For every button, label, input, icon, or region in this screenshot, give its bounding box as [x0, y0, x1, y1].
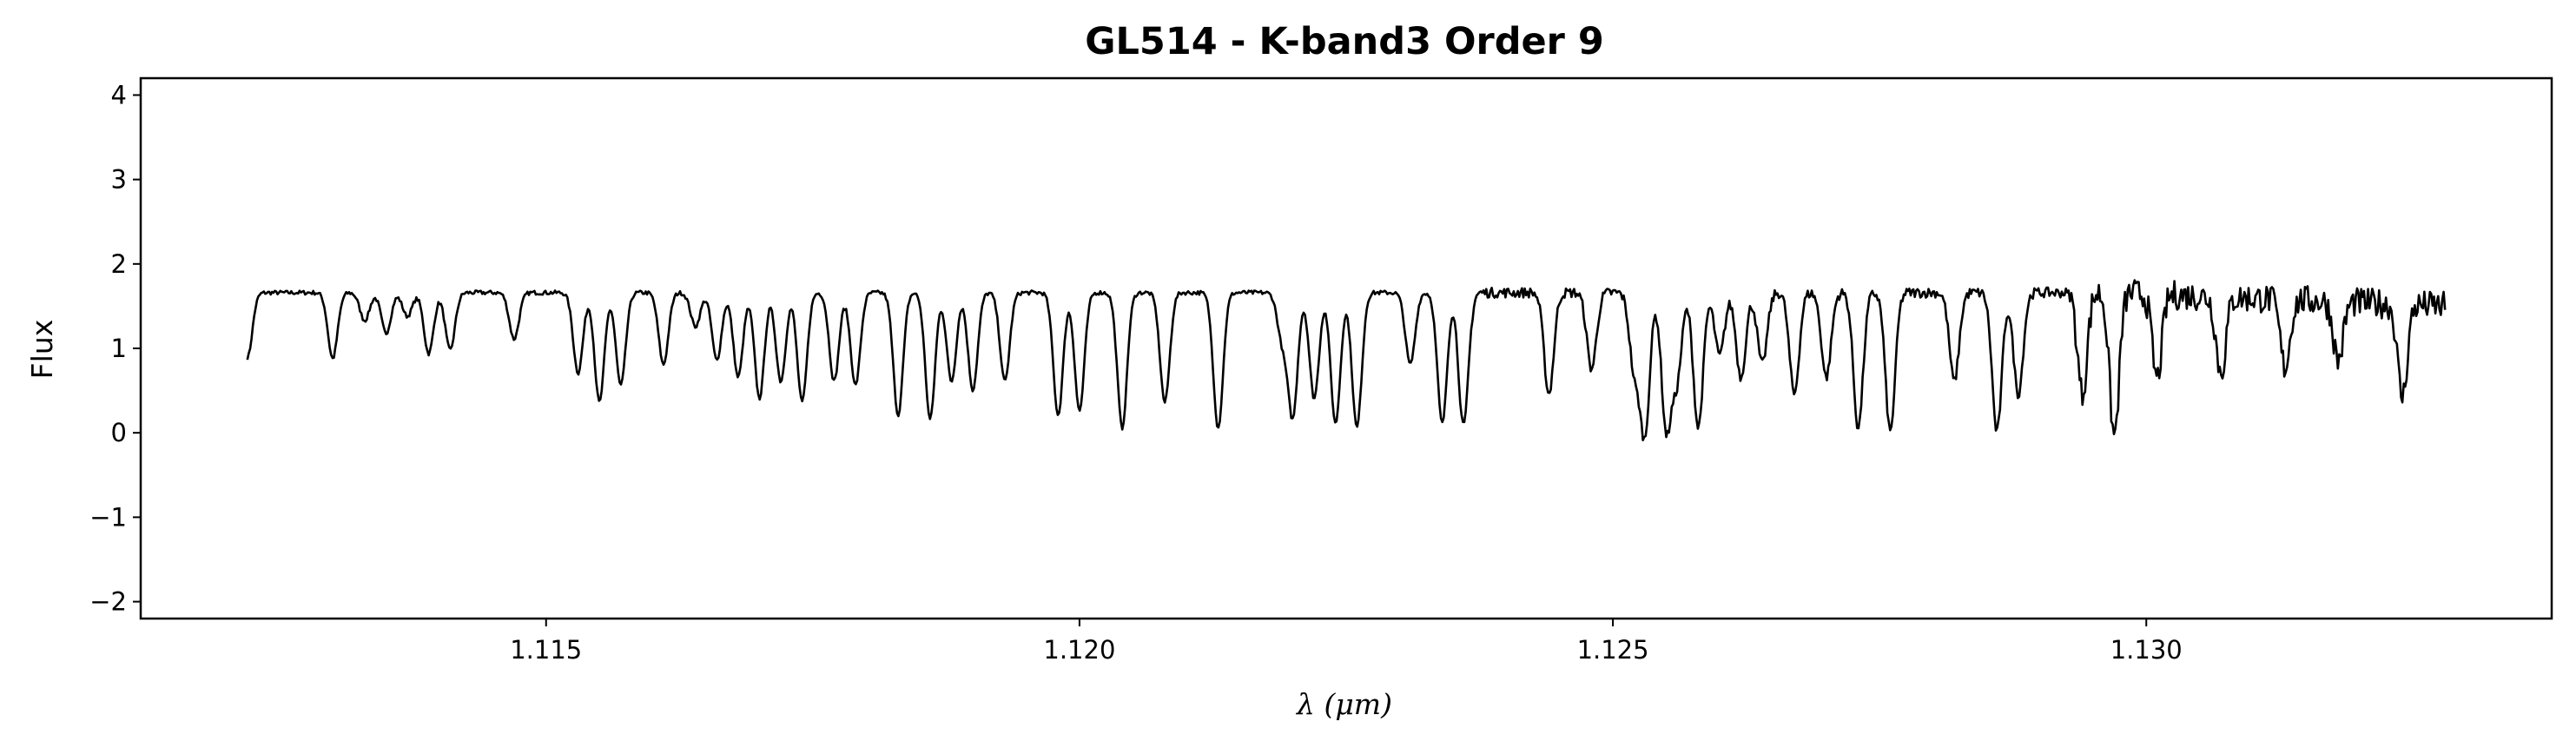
plot-frame: [139, 76, 2553, 620]
y-tick-label: 3: [111, 165, 127, 195]
x-axis-label: λ (μm): [1295, 687, 1392, 721]
y-tick-label: 0: [111, 418, 127, 447]
y-tick-label: 4: [111, 80, 127, 109]
x-tick-label: 1.125: [1577, 635, 1649, 665]
y-tick-label: 1: [111, 334, 127, 363]
y-tick-label: 2: [111, 249, 127, 279]
x-tick-label: 1.115: [510, 635, 582, 665]
y-axis-ticks: −2 −1 0 1 2 3 4: [89, 80, 141, 617]
y-tick-label: −2: [89, 587, 127, 617]
y-tick-label: −1: [89, 502, 127, 532]
x-axis-ticks: 1.115 1.120 1.125 1.130: [510, 619, 2183, 665]
series-line: [246, 279, 2447, 441]
x-tick-label: 1.130: [2110, 635, 2183, 665]
y-axis-label: Flux: [25, 320, 59, 380]
x-tick-label: 1.120: [1043, 635, 1115, 665]
chart-title: GL514 - K-band3 Order 9: [1085, 20, 1604, 63]
